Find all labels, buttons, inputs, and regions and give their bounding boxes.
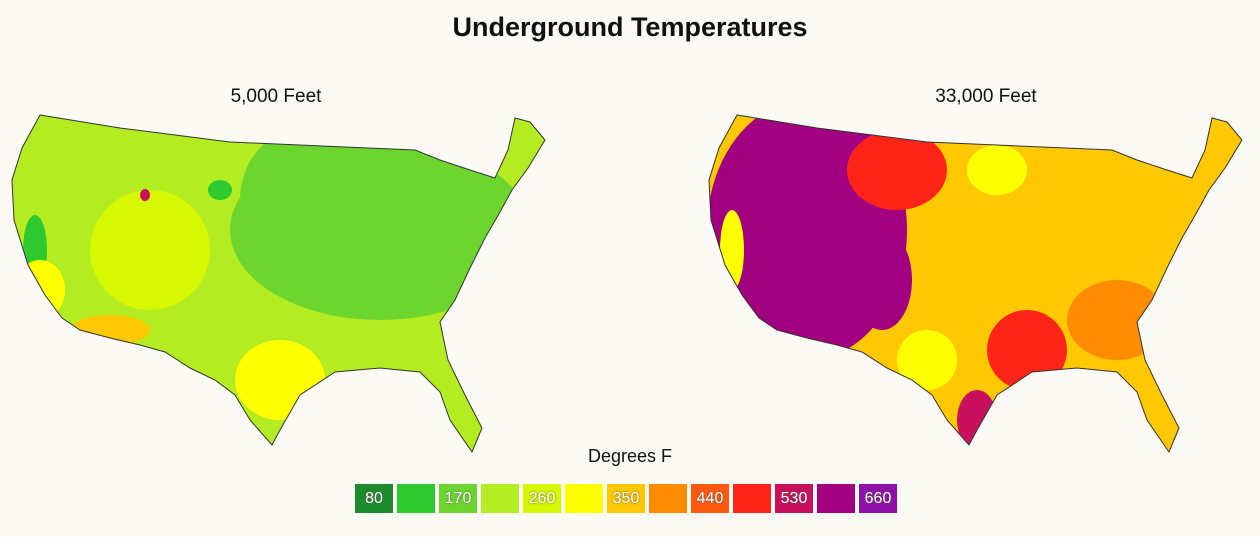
legend-swatch: [733, 484, 771, 513]
zone: [847, 130, 947, 210]
legend-swatch: 260: [523, 484, 561, 513]
legend-swatch: 660: [859, 484, 897, 513]
zone: [235, 340, 325, 420]
legend-swatch: 440: [691, 484, 729, 513]
map-subtitle-33000ft: 33,000 Feet: [935, 86, 1037, 107]
legend-swatch: 530: [775, 484, 813, 513]
map-subtitle-5000ft: 5,000 Feet: [230, 86, 322, 107]
color-legend: 80 170 260 350 440 530 660: [355, 484, 897, 513]
legend-swatch: [817, 484, 855, 513]
legend-swatch: [481, 484, 519, 513]
legend-swatch: 80: [355, 484, 393, 513]
zone: [208, 180, 232, 200]
legend-swatch: [397, 484, 435, 513]
legend-swatch: 170: [439, 484, 477, 513]
zone: [852, 230, 912, 330]
zone: [15, 260, 65, 320]
zone: [987, 310, 1067, 390]
zone: [957, 390, 997, 450]
zone: [140, 189, 150, 201]
zone: [70, 315, 150, 345]
legend-swatch: [565, 484, 603, 513]
zone: [967, 145, 1027, 195]
legend-swatch: 350: [607, 484, 645, 513]
zone: [240, 130, 360, 270]
legend-swatch: [649, 484, 687, 513]
zone: [90, 190, 210, 310]
chart-title: Underground Temperatures: [452, 12, 808, 42]
map-5000ft: [12, 115, 545, 452]
zone: [1067, 280, 1167, 360]
zone: [897, 330, 957, 390]
legend-title: Degrees F: [587, 446, 673, 466]
map-33000ft: [709, 115, 1242, 452]
